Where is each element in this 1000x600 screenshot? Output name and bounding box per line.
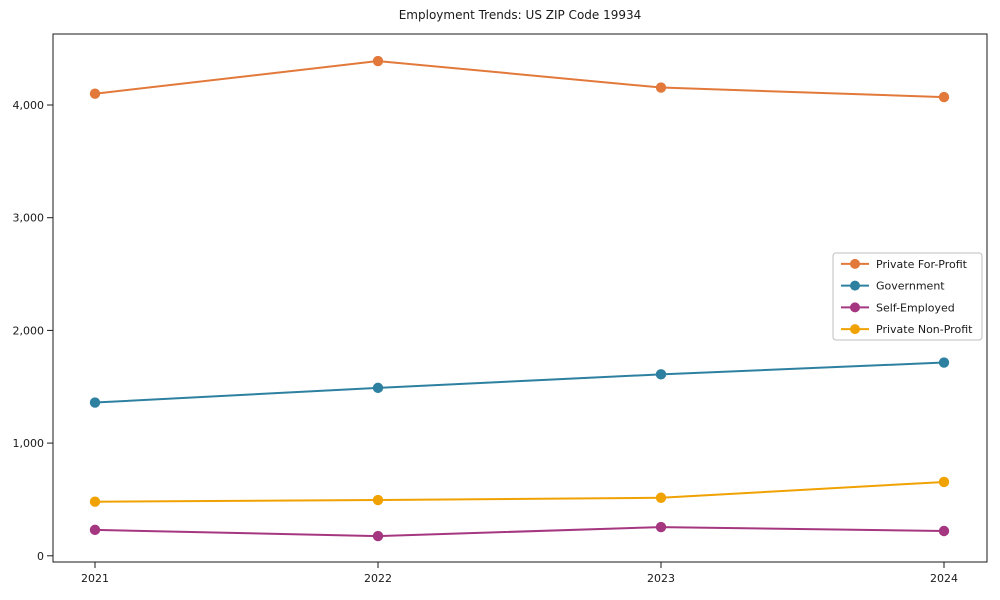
legend-marker [850,302,860,313]
series-private-non-profit [89,476,950,507]
legend-item-government: Government [841,280,945,293]
data-point [372,382,384,394]
data-point [655,82,667,93]
x-tick-label: 2022 [364,572,392,585]
data-point [938,91,950,103]
y-tick-label: 4,000 [13,99,45,112]
data-point [89,397,101,408]
plot-border [52,33,988,563]
y-axis: 0 1,000 2,000 3,000 4,000 [13,99,53,563]
series-line [94,526,945,538]
series-line [94,480,945,503]
y-tick-label: 1,000 [13,437,45,450]
data-point [89,88,101,99]
data-point [372,494,384,506]
legend-label: Private For-Profit [876,258,968,271]
data-point [655,369,667,380]
x-tick-label: 2023 [647,572,675,585]
y-tick-label: 3,000 [13,212,45,225]
x-tick-label: 2024 [930,572,958,585]
x-axis: 2021 2022 2023 2024 [81,562,958,585]
data-point [938,476,950,488]
legend-box [832,252,983,341]
x-tick-label: 2021 [81,572,109,585]
data-point [655,521,667,533]
legend-label: Private Non-Profit [876,323,973,336]
legend-label: Government [876,280,945,293]
legend-item-self-employed: Self-Employed [841,301,955,314]
legend-label: Self-Employed [876,301,955,314]
series-government [89,357,950,408]
y-tick-label: 2,000 [13,324,45,337]
legend-item-private-non-profit: Private Non-Profit [841,323,973,336]
data-point [938,525,950,537]
series-private-for-profit [89,55,950,103]
data-point [938,357,950,368]
legend-marker [850,280,860,291]
data-point [89,496,101,507]
y-tick-label: 0 [37,550,44,563]
legend-item-private-for-profit: Private For-Profit [841,258,968,271]
data-point [372,530,384,542]
data-point [655,492,667,503]
chart-title: Employment Trends: US ZIP Code 19934 [398,8,642,22]
legend-marker [850,324,860,335]
series-line [94,60,945,99]
data-point [372,55,384,67]
legend: Private For-Profit Government Self-Employe… [832,252,983,341]
data-point [89,524,101,536]
series-line [94,361,945,404]
series-self-employed [89,521,950,542]
legend-marker [850,258,860,269]
